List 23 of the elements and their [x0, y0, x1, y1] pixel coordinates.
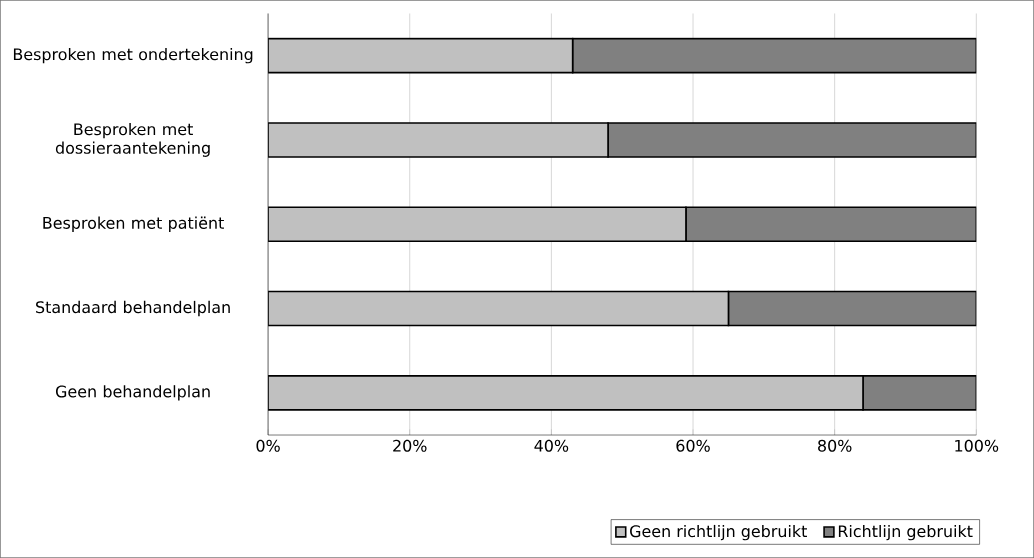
bar — [571, 37, 977, 74]
y-tick-label: Geen behandelplan — [55, 385, 210, 401]
x-tick-label: 100% — [955, 439, 999, 452]
x-tick-label: 0% — [256, 439, 280, 452]
legend-label: Richtlijn gebruikt — [838, 524, 973, 541]
bar — [268, 290, 730, 327]
bar — [268, 206, 687, 243]
y-tick-label: Standaard behandelplan — [36, 300, 230, 317]
y-tick-label: Besproken met dossieraantekening — [55, 122, 210, 157]
bar — [862, 375, 977, 411]
y-tick-label: Besproken met patiënt — [43, 216, 224, 232]
bar — [268, 375, 864, 411]
x-tick-label: 40% — [534, 439, 569, 452]
x-tick-label: 80% — [818, 439, 852, 452]
bar — [268, 37, 574, 74]
x-tick-label: 20% — [393, 439, 427, 452]
bar — [727, 290, 977, 327]
bar — [268, 122, 609, 158]
legend-label: Geen richtlijn gebruikt — [630, 524, 807, 541]
bar — [685, 206, 977, 243]
bar — [607, 122, 977, 158]
y-tick-label: Besproken met ondertekening — [13, 47, 253, 64]
x-tick-label: 60% — [676, 439, 710, 452]
